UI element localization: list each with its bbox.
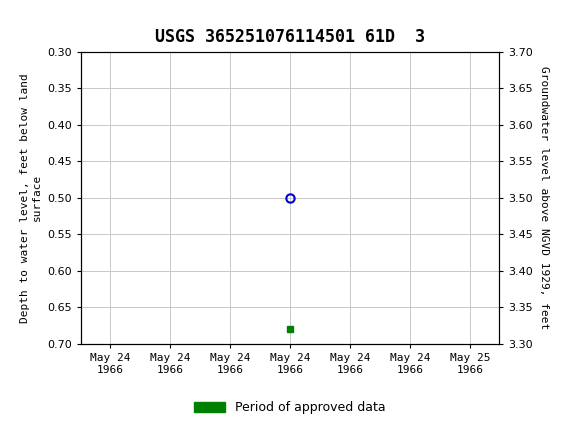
Text: USGS 365251076114501 61D  3: USGS 365251076114501 61D 3 (155, 28, 425, 46)
Y-axis label: Depth to water level, feet below land
surface: Depth to water level, feet below land su… (20, 73, 42, 322)
Text: ≋USGS: ≋USGS (9, 10, 85, 29)
Y-axis label: Groundwater level above NGVD 1929, feet: Groundwater level above NGVD 1929, feet (539, 66, 549, 329)
Legend: Period of approved data: Period of approved data (189, 396, 391, 419)
